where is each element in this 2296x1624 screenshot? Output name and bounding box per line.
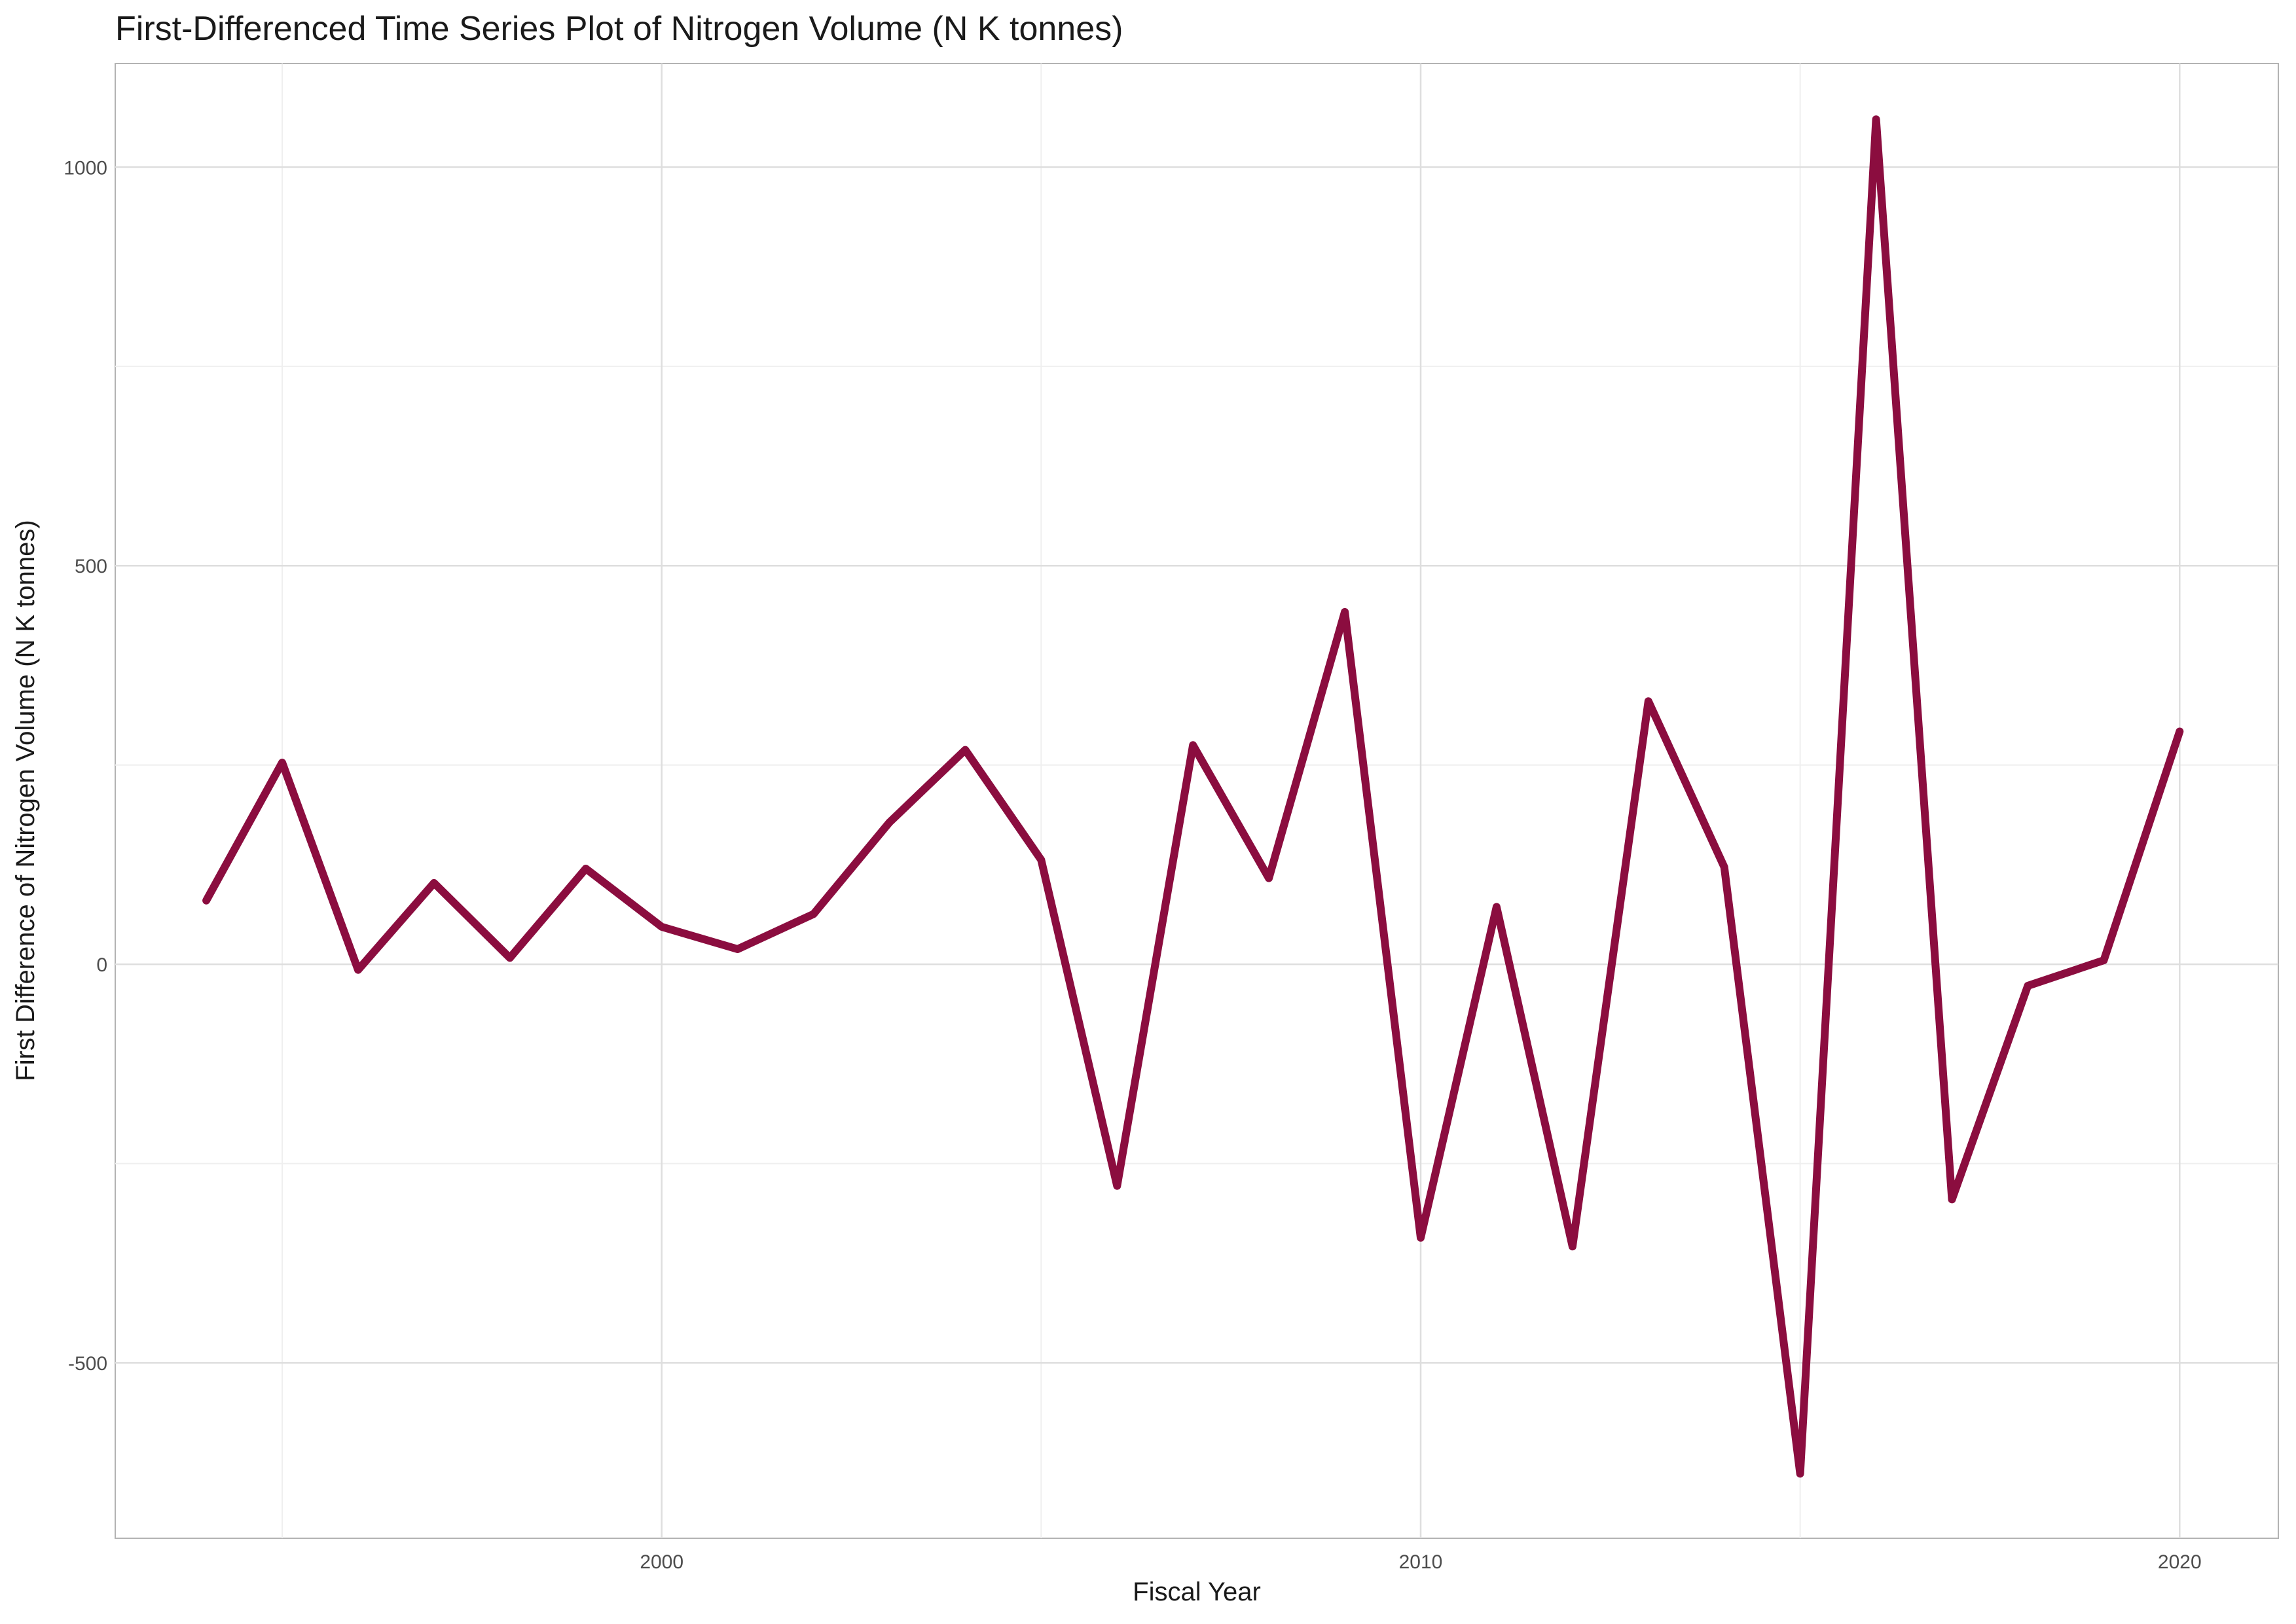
series-line bbox=[202, 115, 2184, 1478]
data-point bbox=[430, 879, 438, 887]
data-point bbox=[1417, 1234, 1425, 1242]
x-tick-label: 2010 bbox=[1399, 1551, 1443, 1573]
x-tick-label: 2000 bbox=[640, 1551, 683, 1573]
x-axis-title: Fiscal Year bbox=[1133, 1578, 1261, 1606]
data-point bbox=[1037, 856, 1045, 864]
data-point bbox=[1645, 697, 1652, 705]
x-tick-label: 2020 bbox=[2158, 1551, 2202, 1573]
y-tick-label: -500 bbox=[68, 1353, 107, 1375]
y-tick-label: 1000 bbox=[64, 157, 107, 179]
y-axis-title: First Difference of Nitrogen Volume (N K… bbox=[11, 520, 40, 1081]
data-point bbox=[354, 966, 362, 974]
data-point bbox=[582, 865, 590, 873]
data-point bbox=[810, 910, 818, 918]
data-point bbox=[1872, 115, 1880, 123]
data-point bbox=[506, 954, 514, 962]
data-point bbox=[1721, 863, 1728, 871]
minor-gridlines bbox=[115, 63, 2278, 1538]
data-point bbox=[278, 759, 286, 767]
chart-title: First-Differenced Time Series Plot of Ni… bbox=[115, 10, 1123, 48]
data-point bbox=[658, 923, 666, 931]
data-point bbox=[202, 897, 210, 905]
y-axis-ticks: -500 0 500 1000 bbox=[64, 157, 107, 1375]
data-point bbox=[2100, 956, 2107, 964]
major-gridlines bbox=[115, 63, 2278, 1538]
data-point bbox=[1113, 1182, 1121, 1190]
y-tick-label: 500 bbox=[75, 556, 107, 577]
data-point bbox=[1265, 875, 1273, 882]
data-point bbox=[1569, 1242, 1576, 1250]
x-axis-ticks: 2000 2010 2020 bbox=[640, 1551, 2201, 1573]
data-point bbox=[2176, 728, 2183, 736]
data-point bbox=[885, 818, 893, 826]
data-point bbox=[1341, 608, 1349, 616]
y-tick-label: 0 bbox=[96, 954, 107, 976]
plot-panel-border bbox=[115, 63, 2279, 1539]
data-point bbox=[1493, 903, 1501, 911]
data-point bbox=[1796, 1470, 1804, 1477]
data-point bbox=[2024, 982, 2032, 990]
data-point bbox=[734, 945, 742, 953]
data-point bbox=[1948, 1195, 1956, 1203]
data-point bbox=[1189, 741, 1197, 749]
data-point bbox=[961, 746, 969, 754]
